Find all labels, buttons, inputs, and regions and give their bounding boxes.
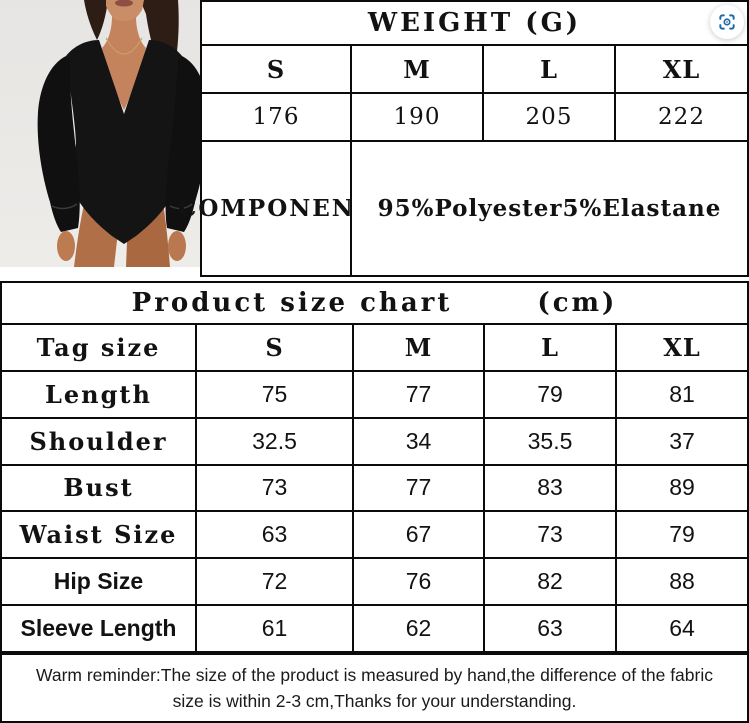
component-value: 95%Polyester5%Elastane bbox=[352, 142, 747, 275]
size-chart-title: Product size chart bbox=[131, 288, 453, 318]
weight-value-l: 205 bbox=[484, 94, 614, 140]
warm-reminder: Warm reminder:The size of the product is… bbox=[0, 653, 749, 723]
hip-m: 76 bbox=[354, 559, 483, 605]
length-xl: 81 bbox=[617, 371, 747, 417]
col-header-l: L bbox=[485, 325, 615, 370]
col-header-s: S bbox=[197, 325, 352, 370]
size-chart-header: Product size chart (cm) bbox=[0, 281, 749, 325]
weight-table: WEIGHT (G) S M L XL 176 190 205 222 COMP… bbox=[178, 0, 749, 277]
sleeve-xl: 64 bbox=[617, 606, 747, 651]
length-m: 77 bbox=[354, 371, 483, 417]
hip-xl: 88 bbox=[617, 559, 747, 605]
component-label: COMPONENT bbox=[178, 142, 372, 275]
weight-size-l: L bbox=[484, 46, 614, 92]
hip-l: 82 bbox=[485, 559, 615, 605]
length-l: 79 bbox=[485, 371, 615, 417]
shoulder-l: 35.5 bbox=[485, 418, 615, 464]
weight-value-m: 190 bbox=[352, 94, 482, 140]
sleeve-l: 63 bbox=[485, 606, 615, 651]
bust-xl: 89 bbox=[617, 465, 747, 511]
size-chart-unit: (cm) bbox=[537, 288, 618, 318]
waist-s: 63 bbox=[197, 512, 352, 558]
col-header-xl: XL bbox=[617, 325, 747, 370]
row-label-waist-size: Waist Size bbox=[2, 512, 195, 558]
visual-search-button[interactable] bbox=[710, 5, 744, 39]
row-label-shoulder: Shoulder bbox=[2, 418, 195, 464]
waist-l: 73 bbox=[485, 512, 615, 558]
sleeve-m: 62 bbox=[354, 606, 483, 651]
bust-s: 73 bbox=[197, 465, 352, 511]
row-label-length: Length bbox=[2, 371, 195, 417]
shoulder-xl: 37 bbox=[617, 418, 747, 464]
shoulder-s: 32.5 bbox=[197, 418, 352, 464]
shoulder-m: 34 bbox=[354, 418, 483, 464]
weight-size-xl: XL bbox=[616, 46, 747, 92]
weight-size-s: S bbox=[202, 46, 350, 92]
warm-reminder-line2: size is within 2-3 cm,Thanks for your un… bbox=[172, 691, 577, 711]
bust-l: 83 bbox=[485, 465, 615, 511]
row-label-hip-size: Hip Size bbox=[2, 559, 195, 605]
col-header-tag-size: Tag size bbox=[2, 325, 195, 370]
size-chart-table: Tag size S M L XL Length 75 77 79 81 Sho… bbox=[0, 323, 749, 653]
waist-xl: 79 bbox=[617, 512, 747, 558]
weight-value-xl: 222 bbox=[616, 94, 747, 140]
row-label-bust: Bust bbox=[2, 465, 195, 511]
length-s: 75 bbox=[197, 371, 352, 417]
bust-m: 77 bbox=[354, 465, 483, 511]
sleeve-s: 61 bbox=[197, 606, 352, 651]
visual-search-icon bbox=[719, 14, 735, 30]
hip-s: 72 bbox=[197, 559, 352, 605]
warm-reminder-line1: Warm reminder:The size of the product is… bbox=[35, 665, 713, 685]
weight-size-m: M bbox=[352, 46, 482, 92]
product-photo bbox=[0, 0, 200, 267]
weight-table-title: WEIGHT (G) bbox=[202, 2, 747, 44]
weight-value-s: 176 bbox=[202, 94, 350, 140]
row-label-sleeve-length: Sleeve Length bbox=[2, 606, 195, 651]
waist-m: 67 bbox=[354, 512, 483, 558]
col-header-m: M bbox=[354, 325, 483, 370]
